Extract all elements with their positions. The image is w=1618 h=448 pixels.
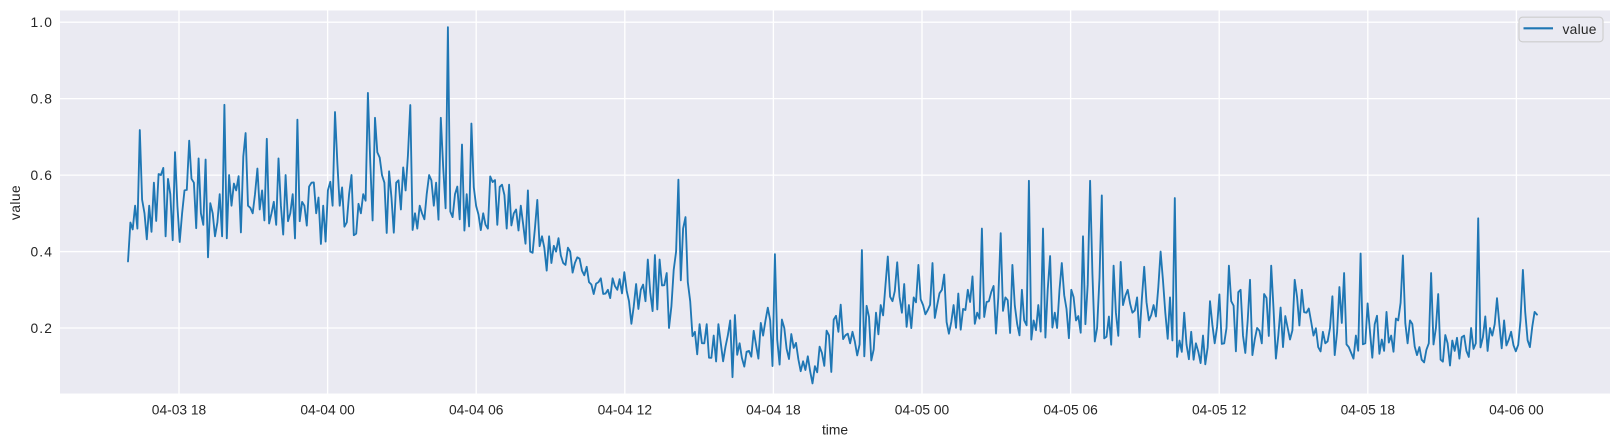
svg-text:value: value <box>1563 22 1597 37</box>
svg-text:0.8: 0.8 <box>31 92 53 107</box>
svg-text:04-05 12: 04-05 12 <box>1192 403 1246 418</box>
svg-text:04-05 00: 04-05 00 <box>895 403 950 418</box>
svg-text:04-03 18: 04-03 18 <box>152 403 207 418</box>
svg-text:0.2: 0.2 <box>31 321 53 336</box>
svg-text:04-05 18: 04-05 18 <box>1341 403 1396 418</box>
svg-text:04-04 18: 04-04 18 <box>746 403 801 418</box>
svg-text:04-05 06: 04-05 06 <box>1043 403 1098 418</box>
svg-text:04-04 06: 04-04 06 <box>449 403 504 418</box>
svg-text:time: time <box>822 423 848 438</box>
svg-text:04-04 12: 04-04 12 <box>598 403 652 418</box>
svg-text:value: value <box>8 185 23 220</box>
svg-text:04-06 00: 04-06 00 <box>1489 403 1544 418</box>
svg-text:04-04 00: 04-04 00 <box>300 403 355 418</box>
svg-text:1.0: 1.0 <box>31 15 53 30</box>
svg-text:0.4: 0.4 <box>31 245 53 260</box>
svg-text:0.6: 0.6 <box>31 168 53 183</box>
